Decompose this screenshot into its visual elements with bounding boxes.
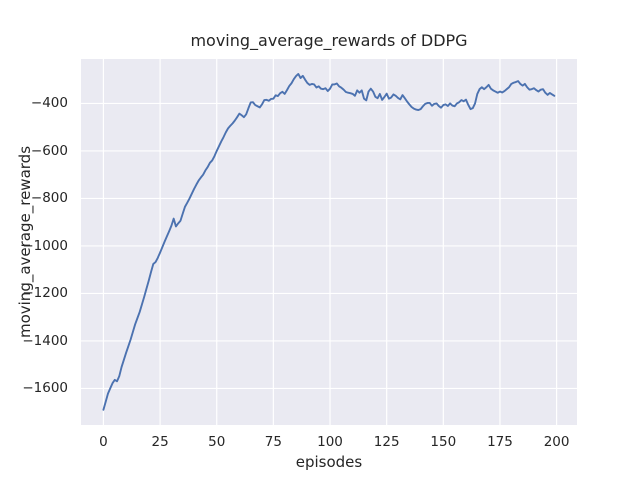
x-tick-label: 75 xyxy=(264,434,282,450)
data-line xyxy=(102,73,556,411)
y-tick-label: −600 xyxy=(30,142,68,159)
y-tick-label: −1000 xyxy=(22,237,68,254)
plot-area xyxy=(81,59,577,425)
y-tick-label: −400 xyxy=(30,95,68,112)
x-tick-label: 150 xyxy=(430,434,457,450)
x-tick-label: 125 xyxy=(373,434,400,450)
x-tick-label: 200 xyxy=(543,434,570,450)
x-axis-label: episodes xyxy=(295,453,363,471)
y-tick-label: −1200 xyxy=(22,285,68,302)
chart-title: moving_average_rewards of DDPG xyxy=(190,31,468,50)
x-tick-label: 100 xyxy=(317,434,343,450)
y-tick-label: −1400 xyxy=(22,332,68,349)
y-tick-label: −800 xyxy=(30,190,68,207)
y-tick-label: −1600 xyxy=(22,380,68,397)
x-tick-label: 0 xyxy=(99,434,108,450)
x-tick-label: 175 xyxy=(487,434,513,450)
line-chart-svg xyxy=(81,59,577,425)
x-tick-label: 25 xyxy=(151,434,169,450)
x-tick-label: 50 xyxy=(208,434,226,450)
